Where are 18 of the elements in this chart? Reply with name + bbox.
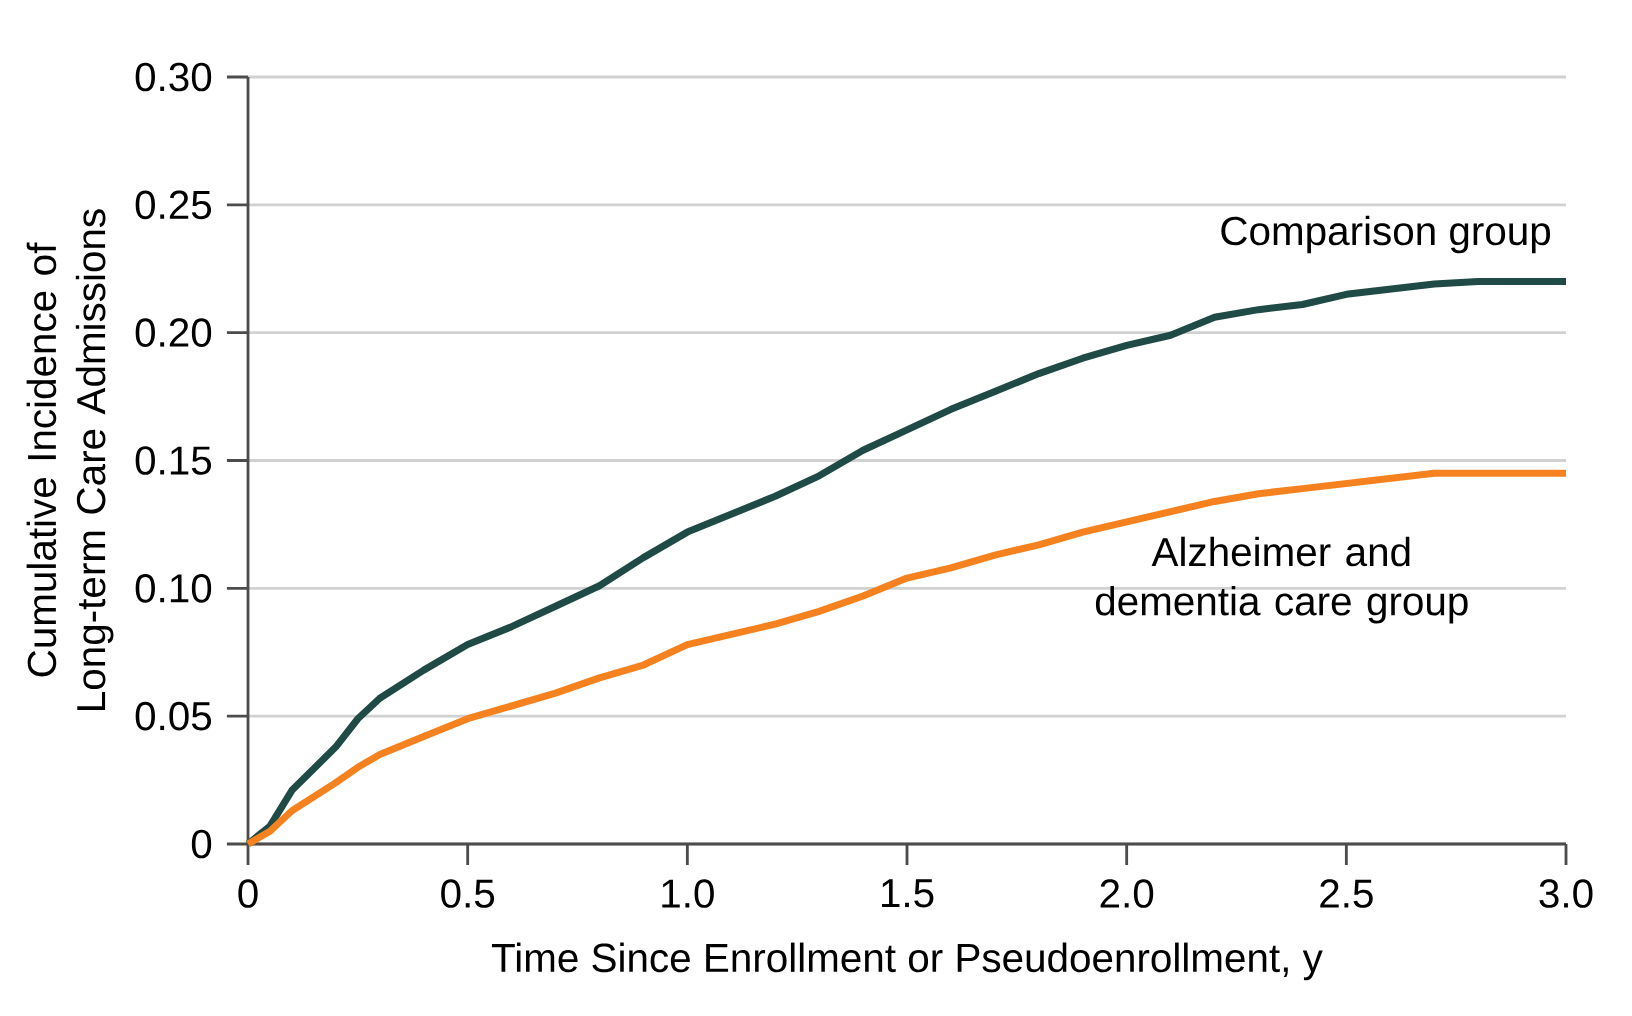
y-tick-label: 0 (191, 829, 212, 859)
y-tick-label: 0.20 (135, 318, 212, 347)
series-label: Alzheimer and dementia care group (1095, 536, 1468, 624)
x-tick-label: 0 (238, 879, 258, 908)
y-tick-label: 0.25 (135, 190, 212, 220)
y-tick-label: 0.30 (135, 62, 212, 92)
y-tick-label: 0.15 (135, 446, 212, 475)
x-tick-label: 3.0 (1539, 879, 1593, 908)
x-tick-label: 2.5 (1320, 879, 1373, 908)
y-axis-title: Cumulative Incidence of Long-term Care Admissions (26, 209, 114, 710)
series-label: Comparison group (1221, 215, 1551, 254)
x-tick-label: 2.0 (1100, 879, 1154, 908)
x-axis-title: Time Since Enrollment or Pseudoenrollment, y (491, 942, 1323, 981)
x-tick-label: 0.5 (441, 879, 495, 908)
y-tick-label: 0.05 (135, 701, 212, 731)
x-tick-label: 1.0 (662, 879, 714, 908)
y-tick-label: 0.10 (135, 574, 212, 603)
x-tick-label: 1.5 (882, 879, 934, 908)
